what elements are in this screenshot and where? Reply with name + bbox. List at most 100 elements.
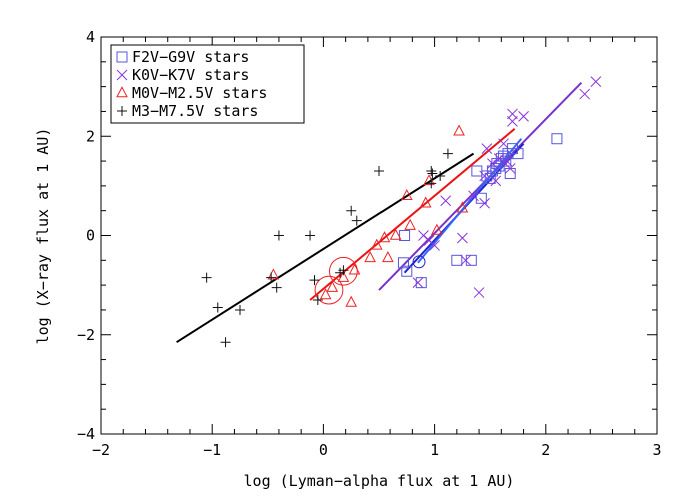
plus-marker [212, 302, 223, 313]
plus-marker [427, 168, 438, 179]
triangle-marker [430, 223, 443, 235]
square-marker [471, 165, 483, 177]
square-marker [415, 277, 427, 289]
square-marker [401, 265, 413, 277]
triangle-marker [370, 238, 383, 250]
x-marker [518, 111, 529, 122]
triangle-marker [326, 280, 339, 292]
triangle-marker [419, 196, 432, 208]
legend-label: K0V−K7V stars [132, 66, 249, 84]
triangle-marker [116, 86, 128, 98]
y-tick-label: 2 [86, 127, 95, 145]
x-tick-label: −2 [92, 441, 110, 459]
fit-line [378, 81, 583, 291]
legend-label: M0V−M2.5V stars [132, 84, 267, 102]
highlight-circle [314, 275, 344, 305]
square-marker [551, 133, 563, 145]
plus-marker [273, 230, 284, 241]
x-marker [473, 287, 485, 298]
x-marker [590, 76, 602, 88]
square-marker [500, 155, 512, 167]
plus-marker [351, 215, 362, 226]
plus-marker [426, 165, 437, 176]
x-marker [479, 170, 490, 182]
square-marker [399, 230, 411, 241]
fit-line [176, 152, 475, 344]
series-group [412, 76, 602, 298]
x-marker [412, 277, 424, 288]
x-tick-label: 2 [541, 441, 550, 459]
x-marker [490, 175, 502, 187]
x-marker [501, 155, 513, 167]
x-marker [507, 108, 518, 120]
triangle-marker [389, 228, 402, 240]
x-marker [498, 138, 509, 150]
triangle-marker [345, 295, 358, 307]
triangle-marker [453, 124, 465, 136]
plus-marker [309, 275, 320, 286]
x-tick-labels: −2 −1 0 1 2 3 [92, 441, 662, 459]
x-marker [504, 163, 516, 174]
plus-marker [201, 272, 212, 283]
fit-line [417, 138, 523, 264]
x-marker [507, 116, 518, 127]
square-marker [116, 51, 128, 63]
legend-label: F2V−G9V stars [132, 48, 249, 66]
triangle-marker [337, 270, 350, 282]
y-axis-title: log (X−ray flux at 1 AU) [34, 128, 52, 345]
triangle-marker [319, 288, 332, 300]
square-marker [484, 172, 496, 184]
x-tick-label: −1 [203, 441, 221, 459]
x-marker [479, 197, 490, 209]
triangle-marker [382, 251, 394, 263]
series-group [267, 124, 469, 307]
triangle-marker [348, 263, 361, 275]
triangle-marker [378, 231, 391, 243]
y-tick-label: −2 [77, 326, 95, 344]
plus-marker [305, 230, 316, 241]
square-marker [504, 167, 516, 179]
x-marker [579, 88, 591, 100]
x-marker [468, 190, 479, 202]
highlight-circle [412, 255, 426, 269]
x-marker [481, 143, 493, 155]
plus-marker [235, 304, 245, 315]
plus-marker [338, 265, 349, 276]
highlight-circles [314, 255, 426, 305]
plus-marker [266, 272, 277, 283]
series-group [201, 148, 453, 348]
x-tick-label: 1 [430, 441, 439, 459]
triangle-marker [400, 188, 413, 201]
plus-marker [117, 106, 127, 116]
x-marker [440, 195, 452, 207]
x-marker [460, 254, 472, 266]
x-marker [116, 69, 128, 81]
y-tick-label: −4 [77, 425, 95, 443]
legend-box [110, 44, 305, 124]
x-tick-label: 0 [319, 441, 328, 459]
plus-marker [312, 295, 323, 306]
square-marker [397, 257, 409, 269]
fit-line [309, 128, 516, 301]
x-marker [487, 158, 498, 169]
y-tick-label: 0 [86, 227, 95, 245]
x-tick-label: 3 [652, 441, 661, 459]
x-axis-title: log (Lyman−alpha flux at 1 AU) [244, 472, 515, 490]
axis-ticks [100, 36, 658, 435]
plus-marker [435, 170, 446, 181]
triangle-marker [456, 201, 469, 213]
plus-marker [442, 148, 453, 159]
square-marker [451, 254, 463, 266]
plus-marker [271, 282, 282, 293]
triangle-marker [404, 218, 416, 230]
x-marker [493, 153, 505, 164]
legend-label: M3−M7.5V stars [132, 102, 258, 120]
x-marker [429, 240, 440, 251]
square-marker [465, 254, 477, 266]
plus-marker [426, 178, 437, 189]
highlight-circle [329, 256, 358, 286]
y-tick-labels: −4 −2 0 2 4 [77, 28, 95, 443]
plus-marker [220, 337, 231, 348]
